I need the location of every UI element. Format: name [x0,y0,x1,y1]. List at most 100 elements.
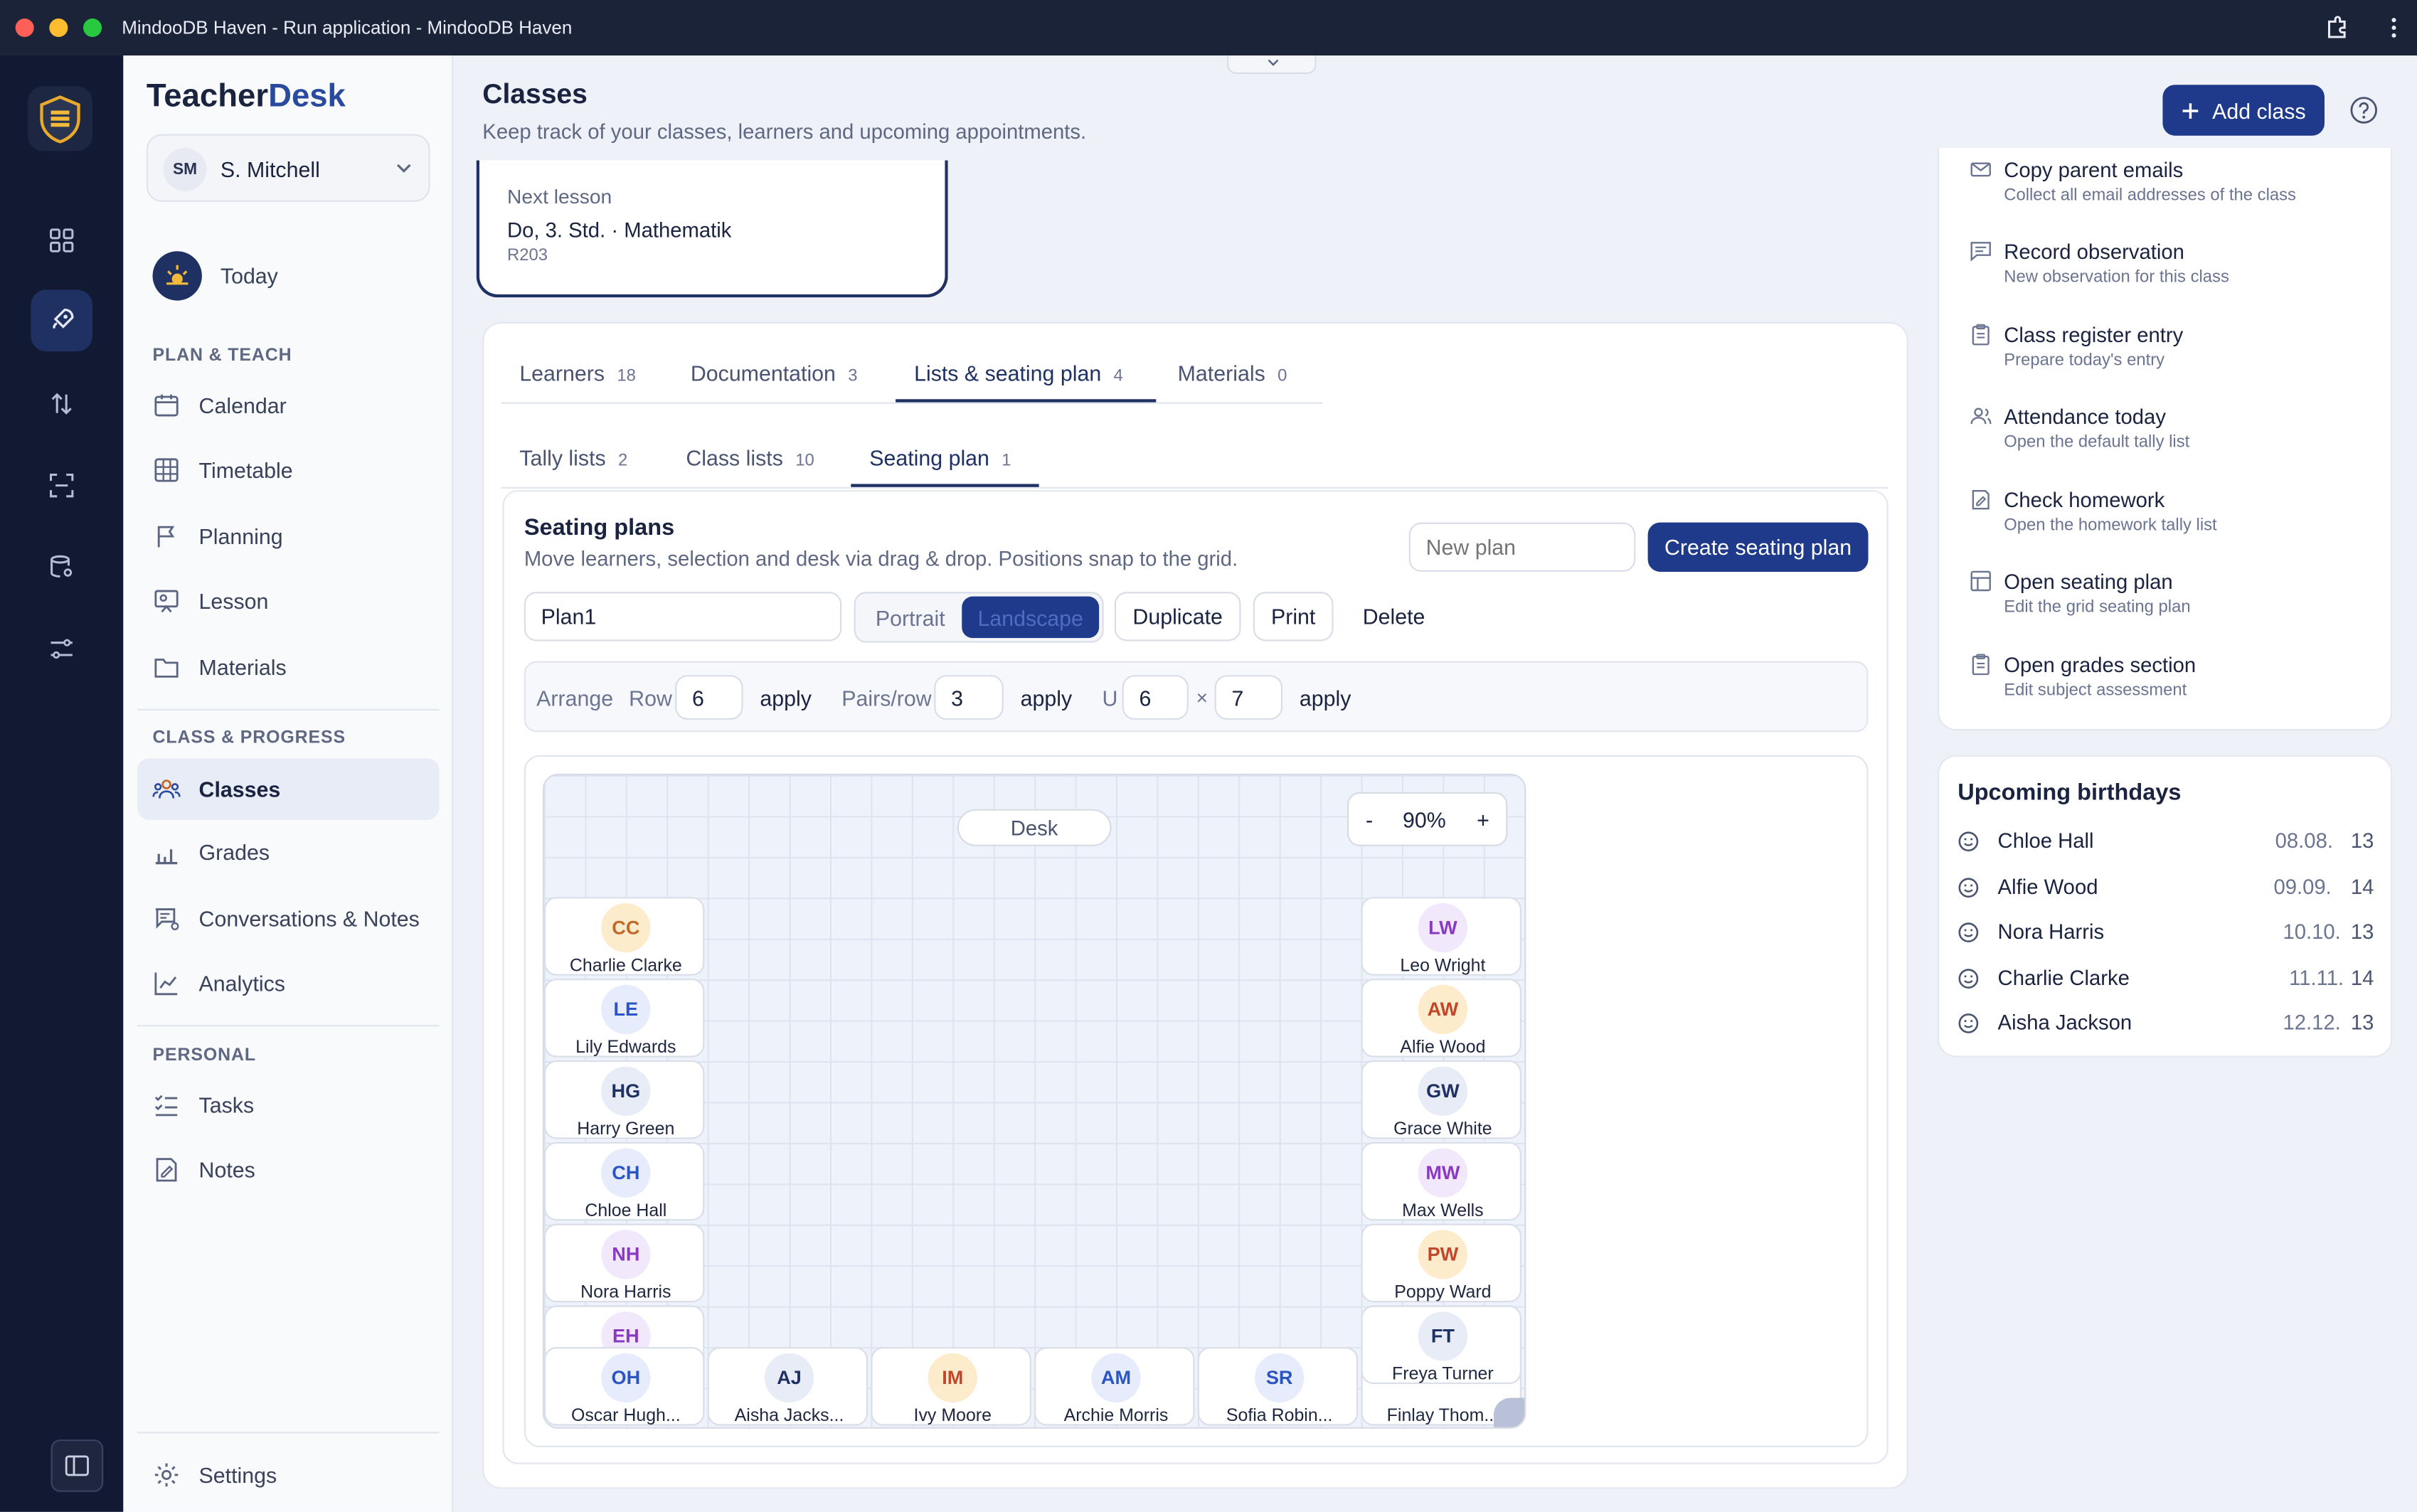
nav-calendar[interactable]: Calendar [137,376,440,435]
plan-name-field[interactable]: Plan1 [524,592,842,641]
birthday-row[interactable]: Nora Harris 10.10. 13 [1957,920,2374,954]
tab-lists-seating-label: Lists & seating plan [914,361,1102,385]
nav-lesson[interactable]: Lesson [137,572,440,630]
action-open-grades-section[interactable]: Open grades section Edit subject assessme… [1970,654,2386,737]
tab-lists-seating[interactable]: Lists & seating plan 4 [914,361,1123,385]
close-window-button[interactable] [15,18,34,38]
action-attendance-today[interactable]: Attendance today Open the default tally l… [1970,405,2386,489]
seat-charlie-clarke[interactable]: CC Charlie Clarke [543,897,705,976]
nav-tasks[interactable]: Tasks [137,1076,440,1134]
help-icon[interactable] [2349,95,2379,124]
nav-settings[interactable]: Settings [137,1446,440,1504]
seat-alfie-wood[interactable]: AW Alfie Wood [1361,979,1521,1058]
nav-timetable[interactable]: Timetable [137,441,440,499]
subtab-seating-plan[interactable]: Seating plan 1 [869,445,1011,470]
seat-chloe-hall[interactable]: CH Chloe Hall [543,1141,705,1221]
seat-nora-harris[interactable]: NH Nora Harris [543,1223,705,1303]
delete-button[interactable]: Delete [1362,604,1425,629]
seat-oscar[interactable]: OH Oscar Hugh... [543,1347,705,1426]
avatar: PW [1418,1230,1468,1279]
u-width-input[interactable]: 6 [1122,675,1189,720]
row-input[interactable]: 6 [675,675,743,720]
seat-grace-white[interactable]: GW Grace White [1361,1060,1521,1139]
nav-planning[interactable]: Planning [137,507,440,565]
birthday-row[interactable]: Aisha Jackson 12.12. 13 [1957,1011,2374,1045]
u-label: U [1102,686,1118,711]
nav-classes[interactable]: Classes [137,758,440,820]
seat-archie-morris[interactable]: AM Archie Morris [1034,1347,1195,1426]
tab-documentation[interactable]: Documentation 3 [691,361,858,385]
action-check-homework[interactable]: Check homework Open the homework tally li… [1970,489,2386,572]
dashboard-icon[interactable] [31,210,92,272]
page-title: Classes [482,78,588,110]
nav-materials[interactable]: Materials [137,638,440,696]
seat-max-wells[interactable]: MW Max Wells [1361,1141,1521,1221]
action-open-seating-plan[interactable]: Open seating plan Edit the grid seating p… [1970,570,2386,654]
zoom-out-button[interactable]: - [1366,807,1374,833]
maximize-window-button[interactable] [83,18,102,38]
sidebar: TeacherDesk SM S. Mitchell Today PLAN & … [123,55,454,1512]
apply-u-button[interactable]: apply [1299,686,1351,711]
landscape-option[interactable]: Landscape [962,596,1100,639]
birthday-row[interactable]: Chloe Hall 08.08. 13 [1957,829,2374,863]
rocket-icon[interactable] [31,289,93,352]
avatar: AW [1418,984,1468,1035]
seat-ivy-moore[interactable]: IM Ivy Moore [871,1347,1031,1426]
extension-icon[interactable] [2325,16,2349,41]
birthday-row[interactable]: Charlie Clarke 11.11. 14 [1957,967,2374,1001]
sync-arrows-icon[interactable] [31,373,92,435]
portrait-option[interactable]: Portrait [875,605,945,631]
action-subtitle: Edit the grid seating plan [2004,597,2191,617]
collapse-header-button[interactable] [1227,55,1317,75]
birthday-row[interactable]: Alfie Wood 09.09. 14 [1957,875,2374,910]
nav-notes[interactable]: Notes [137,1141,440,1199]
nav-analytics[interactable]: Analytics [137,954,440,1012]
seat-freya-turner[interactable]: FT Freya Turner [1361,1305,1521,1385]
nav-grades[interactable]: Grades [137,823,440,881]
tab-learners[interactable]: Learners 18 [519,361,636,385]
plus-icon [2182,102,2199,118]
sliders-icon[interactable] [31,618,92,680]
next-lesson-card[interactable]: Next lesson Do, 3. Std. · Mathematik R20… [476,160,948,298]
seat-harry-green[interactable]: HG Harry Green [543,1060,705,1139]
tab-materials[interactable]: Materials 0 [1178,361,1287,385]
more-vertical-icon[interactable] [2383,16,2404,41]
new-plan-input[interactable] [1408,522,1636,572]
apply-row-button[interactable]: apply [760,686,812,711]
avatar: SR [1255,1353,1305,1403]
seat-lily-edwards[interactable]: LE Lily Edwards [543,979,705,1058]
seating-grid[interactable]: Desk - 90% + CC Charlie Clarke LE Lily Edw… [542,773,1526,1429]
apply-pairs-button[interactable]: apply [1020,686,1073,711]
toggle-sidebar-button[interactable] [51,1439,104,1492]
nav-today[interactable]: Today [137,245,440,307]
nav-conversations[interactable]: Conversations & Notes [137,889,440,947]
seat-leo-wright[interactable]: LW Leo Wright [1361,897,1521,976]
minimize-window-button[interactable] [49,18,68,38]
seat-aisha[interactable]: AJ Aisha Jacks... [707,1347,868,1426]
tab-lists-seating-count: 4 [1113,366,1123,385]
action-class-register-entry[interactable]: Class register entry Prepare today's entr… [1970,324,2386,407]
zoom-in-button[interactable]: + [1477,807,1489,833]
resize-handle[interactable] [1493,1397,1525,1427]
action-copy-parent-emails[interactable]: Copy parent emails Collect all email addr… [1970,159,2386,242]
duplicate-button[interactable]: Duplicate [1114,592,1241,641]
seat-sofia[interactable]: SR Sofia Robin... [1197,1347,1359,1426]
action-record-observation[interactable]: Record observation New observation for th… [1970,240,2386,324]
add-class-button[interactable]: Add class [2162,85,2325,136]
subtab-tally-lists[interactable]: Tally lists 2 [519,445,627,470]
u-height-input[interactable]: 7 [1214,675,1283,720]
pairs-input[interactable]: 3 [934,675,1004,720]
seat-poppy-ward[interactable]: PW Poppy Ward [1361,1223,1521,1303]
birthday-date: 10.10. [2283,920,2341,944]
seat-name: Oscar Hugh... [570,1407,681,1426]
user-selector[interactable]: SM S. Mitchell [146,134,430,202]
print-button[interactable]: Print [1253,592,1334,641]
subtab-class-lists[interactable]: Class lists 10 [686,445,814,470]
create-seating-plan-button[interactable]: Create seating plan [1647,522,1869,572]
scan-icon[interactable] [31,454,92,516]
database-search-icon[interactable] [31,536,92,598]
icon-rail [0,55,124,1512]
subtab-seating-plan-label: Seating plan [869,445,989,470]
gear-icon [153,1461,181,1489]
teacher-desk[interactable]: Desk [957,809,1112,846]
